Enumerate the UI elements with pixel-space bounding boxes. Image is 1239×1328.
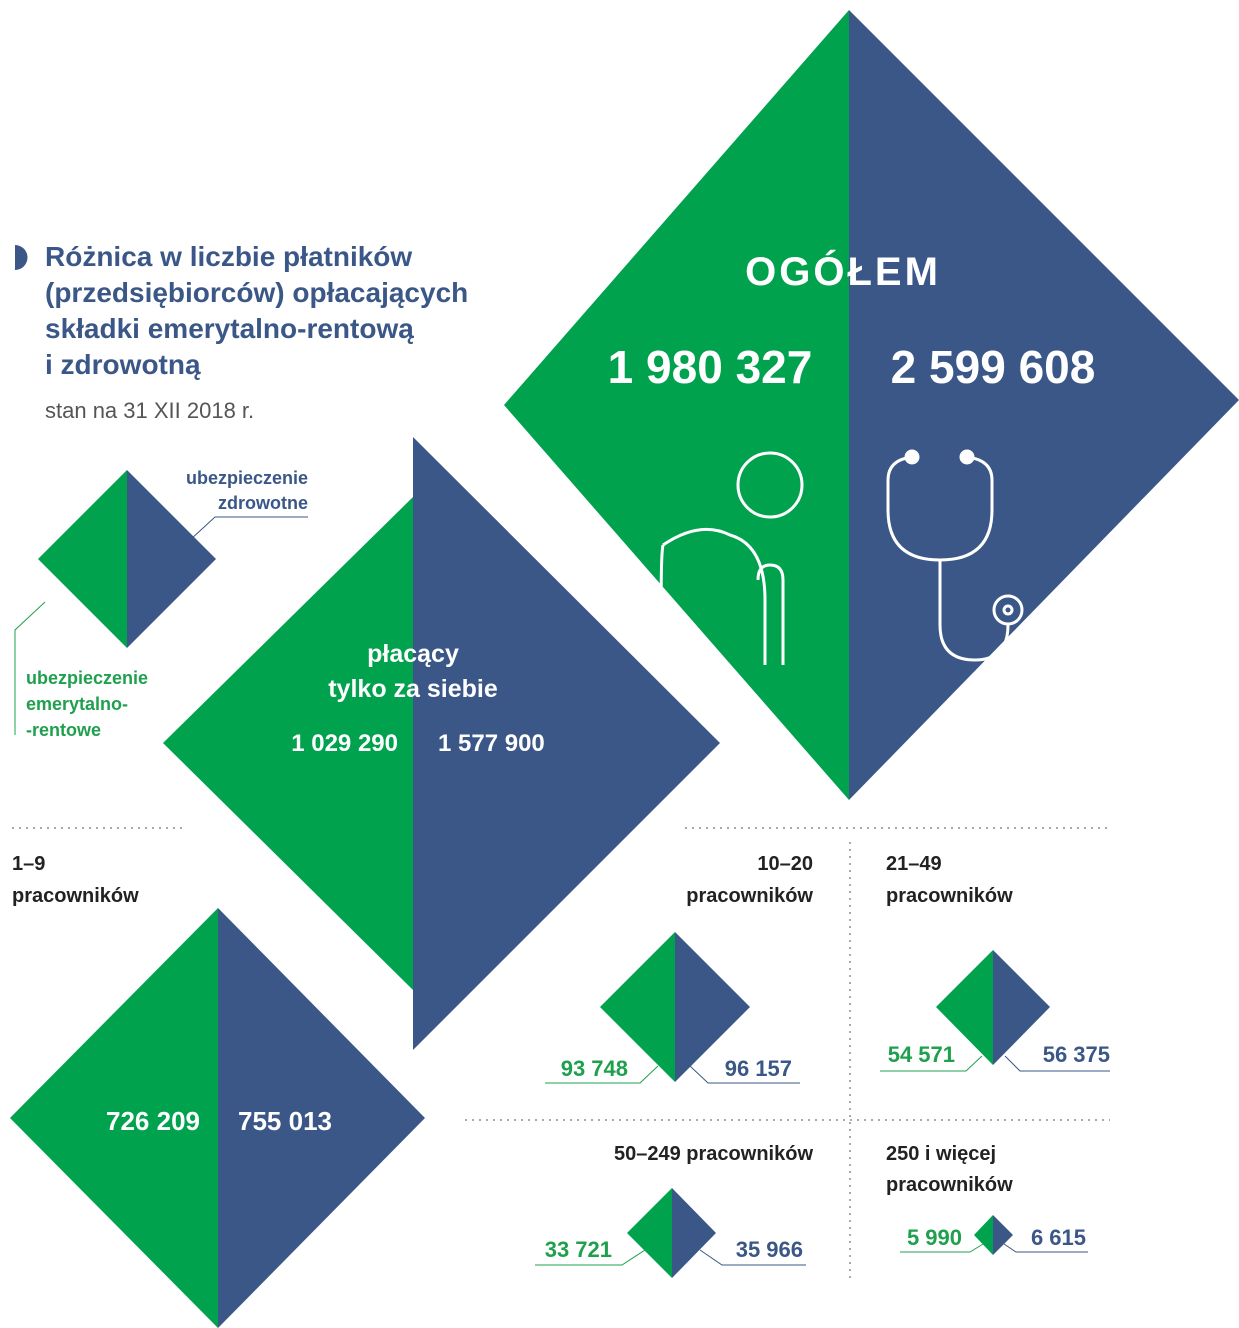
group-label: pracowników [12, 885, 139, 907]
stethoscope-icon [886, 449, 1024, 662]
group-pension: 5 990 [907, 1225, 962, 1250]
title-line: (przedsiębiorców) opłacających [45, 277, 468, 308]
diamond-pension [974, 1215, 993, 1255]
legend-health-text: ubezpieczenie [186, 468, 308, 488]
leader [1003, 1243, 1088, 1253]
leader [699, 1249, 806, 1266]
group-label: pracowników [686, 885, 813, 907]
group-label: 21–49 [886, 853, 942, 875]
group-health: 6 615 [1031, 1225, 1086, 1250]
diamond-health [993, 1215, 1013, 1255]
group-health: 755 013 [238, 1106, 332, 1136]
diamond-pension [936, 950, 993, 1065]
leader [1004, 1055, 1110, 1072]
total-label: OGÓŁEM [745, 248, 941, 294]
self-label: tylko za siebie [328, 675, 498, 703]
diamond-pension [627, 1188, 672, 1278]
diamond-health [218, 908, 425, 1328]
group-label: 10–20 [757, 853, 813, 875]
bullet [15, 245, 28, 270]
self-health: 1 577 900 [438, 730, 545, 757]
group-pension: 33 721 [545, 1237, 612, 1262]
diamond-pension [10, 908, 218, 1328]
diamond-health [675, 932, 750, 1082]
total-health: 2 599 608 [891, 341, 1096, 393]
group-label: pracowników [886, 885, 1013, 907]
title-line: i zdrowotną [45, 349, 201, 380]
legend-pension-text: -rentowe [26, 720, 101, 740]
diamond-health [849, 10, 1239, 800]
diamond-health [672, 1188, 716, 1278]
group-pension: 54 571 [888, 1042, 955, 1067]
group-health: 96 157 [725, 1056, 792, 1081]
leader [689, 1065, 800, 1084]
diamond-pension [504, 10, 849, 800]
group-pension: 93 748 [561, 1056, 628, 1081]
legend-health-text: zdrowotne [218, 493, 308, 513]
group-label: 1–9 [12, 853, 45, 875]
group-label: 50–249 pracowników [614, 1143, 813, 1165]
title-line: Różnica w liczbie płatników [45, 241, 412, 272]
group-pension: 726 209 [106, 1106, 200, 1136]
legend-pension-text: emerytalno- [26, 694, 128, 714]
group-label: pracowników [886, 1174, 1013, 1196]
leader [535, 1249, 646, 1266]
total-pension: 1 980 327 [608, 341, 813, 393]
group-label: 250 i więcej [886, 1143, 996, 1165]
diamond-health [993, 950, 1050, 1065]
legend-health [127, 470, 216, 648]
person-icon [659, 451, 804, 666]
leader [900, 1243, 984, 1253]
diamond-health [413, 437, 720, 1050]
self-pension: 1 029 290 [291, 730, 398, 757]
leader [14, 601, 46, 735]
leader [545, 1065, 659, 1084]
self-label: płacący [367, 640, 459, 668]
title-line: składki emerytalno-rentową [45, 313, 414, 344]
leader [189, 516, 308, 541]
group-health: 56 375 [1043, 1042, 1110, 1067]
legend-pension-text: ubezpieczenie [26, 668, 148, 688]
diamond-pension [163, 497, 413, 990]
leader [880, 1055, 983, 1072]
subtitle: stan na 31 XII 2018 r. [45, 398, 254, 423]
group-health: 35 966 [736, 1237, 803, 1262]
legend-pension [38, 470, 127, 648]
diamond-pension [600, 932, 675, 1082]
